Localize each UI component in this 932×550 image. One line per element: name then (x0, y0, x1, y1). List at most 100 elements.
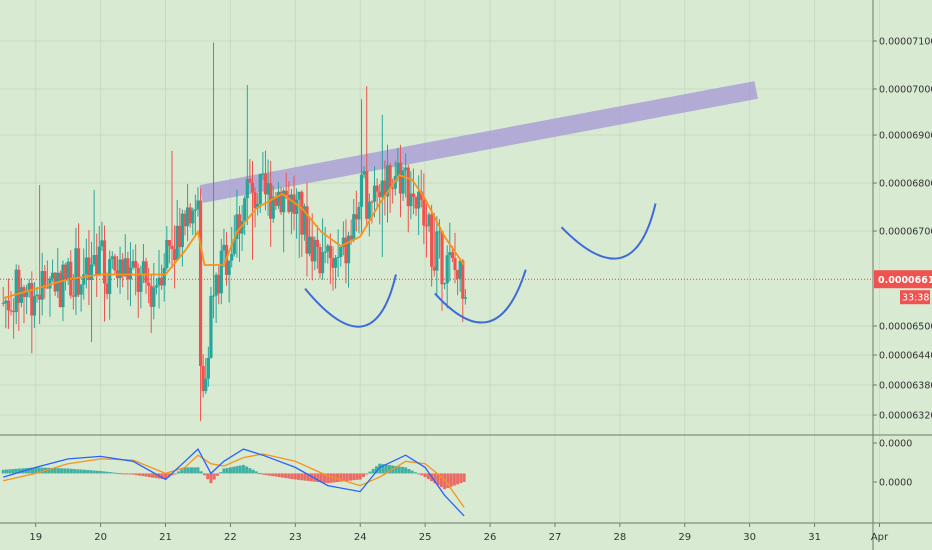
macd-histogram-bar (267, 473, 271, 476)
candle-body (191, 210, 195, 224)
arc-drawing[interactable] (434, 269, 527, 324)
candle-body (284, 190, 288, 195)
arc-drawing[interactable] (560, 203, 657, 260)
candle-body (144, 261, 148, 283)
candle-body (274, 196, 278, 206)
candle-body (435, 231, 439, 271)
macd-histogram-bar (417, 473, 421, 475)
macd-histogram-bar (144, 473, 148, 477)
macd-histogram-bar (14, 468, 18, 474)
y-tick-label: 0.00007100 (879, 37, 932, 48)
candle-body (198, 200, 203, 366)
macd-histogram-bar (245, 466, 249, 474)
macd-histogram-bar (53, 468, 57, 474)
macd-histogram-bar (82, 469, 86, 474)
candle-body (339, 247, 343, 257)
candle-body (185, 207, 190, 227)
candle-body (162, 267, 166, 286)
macd-histogram-bar (47, 467, 51, 474)
channel-band[interactable] (199, 81, 758, 203)
candle-body (237, 214, 242, 234)
macd-histogram-bar (202, 473, 206, 476)
candle-body (61, 264, 65, 308)
macd-histogram-bar (374, 466, 378, 474)
candle-body (305, 206, 309, 254)
candle-body (372, 185, 377, 202)
channel-annotation[interactable] (199, 81, 758, 203)
candle-body (227, 260, 231, 275)
macd-histogram-bar (404, 467, 408, 474)
macd-histogram-bar (138, 473, 142, 476)
macd-histogram-bar (381, 464, 385, 474)
macd-histogram-bar (423, 473, 427, 478)
candle-body (430, 214, 434, 267)
macd-histogram-bar (125, 473, 129, 475)
last-price-tag (874, 270, 932, 289)
candle-body (256, 203, 260, 209)
candle-body (315, 239, 319, 248)
candle-body (232, 239, 236, 254)
candle-body (455, 270, 460, 279)
macd-histogram-bar (339, 473, 343, 482)
x-tick-label: 31 (808, 532, 821, 543)
candle-body (12, 310, 16, 313)
macd-histogram-bar (151, 473, 155, 478)
macd-histogram-bar (63, 468, 67, 474)
macd-histogram-bar (394, 465, 398, 474)
candle-body (157, 277, 161, 286)
macd-histogram-bar (241, 464, 245, 474)
candle-body (445, 255, 449, 284)
candle-body (97, 246, 101, 275)
y-tick-label: 0.00006440 (879, 351, 932, 362)
candle-body (326, 245, 330, 252)
candle-body (219, 250, 223, 294)
macd-histogram-bar (173, 473, 177, 475)
macd-histogram-bar (378, 463, 382, 474)
macd-histogram-bar (99, 471, 103, 474)
macd-y-tick-label: 0.0000 (879, 439, 912, 450)
candle-body (359, 174, 364, 207)
macd-histogram-bar (115, 472, 119, 474)
macd-histogram-bar (238, 465, 242, 474)
candle-body (243, 198, 247, 222)
macd-histogram-bar (112, 472, 116, 474)
candle-body (383, 180, 387, 197)
candle-body (385, 165, 390, 197)
macd-histogram-bar (73, 469, 77, 474)
candle-body (71, 295, 75, 297)
candle-body (175, 225, 179, 261)
macd-histogram-bar (8, 469, 12, 474)
macd-histogram-bar (17, 468, 21, 474)
macd-histogram-bar (164, 473, 168, 480)
macd-histogram-bar (449, 473, 453, 487)
macd-histogram-bar (186, 467, 190, 474)
candle-body (292, 194, 296, 214)
macd-histogram-bar (439, 473, 443, 488)
candle-body (183, 213, 187, 227)
macd-histogram-bar (352, 473, 356, 481)
candle-body (289, 194, 294, 212)
macd-histogram-bar (459, 473, 463, 484)
candle-body (102, 240, 107, 284)
candle-body (287, 194, 291, 212)
candle-body (401, 170, 405, 194)
candle-body (230, 253, 234, 261)
candle-body (302, 206, 307, 235)
macd-histogram-bar (310, 473, 314, 482)
macd-histogram-bar (235, 466, 239, 474)
moving-average-line (2, 174, 465, 299)
macd-histogram-bar (280, 473, 284, 478)
candle-body (92, 254, 96, 265)
candle-body (245, 178, 249, 199)
candle-body (336, 256, 340, 258)
macd-histogram-bar (170, 473, 174, 476)
arc-annotations[interactable] (304, 203, 657, 328)
macd-histogram-bar (225, 467, 229, 474)
macd-histogram-bar (4, 469, 8, 474)
arc-drawing[interactable] (304, 274, 397, 328)
macd-y-tick-label: 0.0000 (879, 478, 912, 489)
candle-body (139, 273, 143, 292)
candle-body (63, 264, 68, 281)
